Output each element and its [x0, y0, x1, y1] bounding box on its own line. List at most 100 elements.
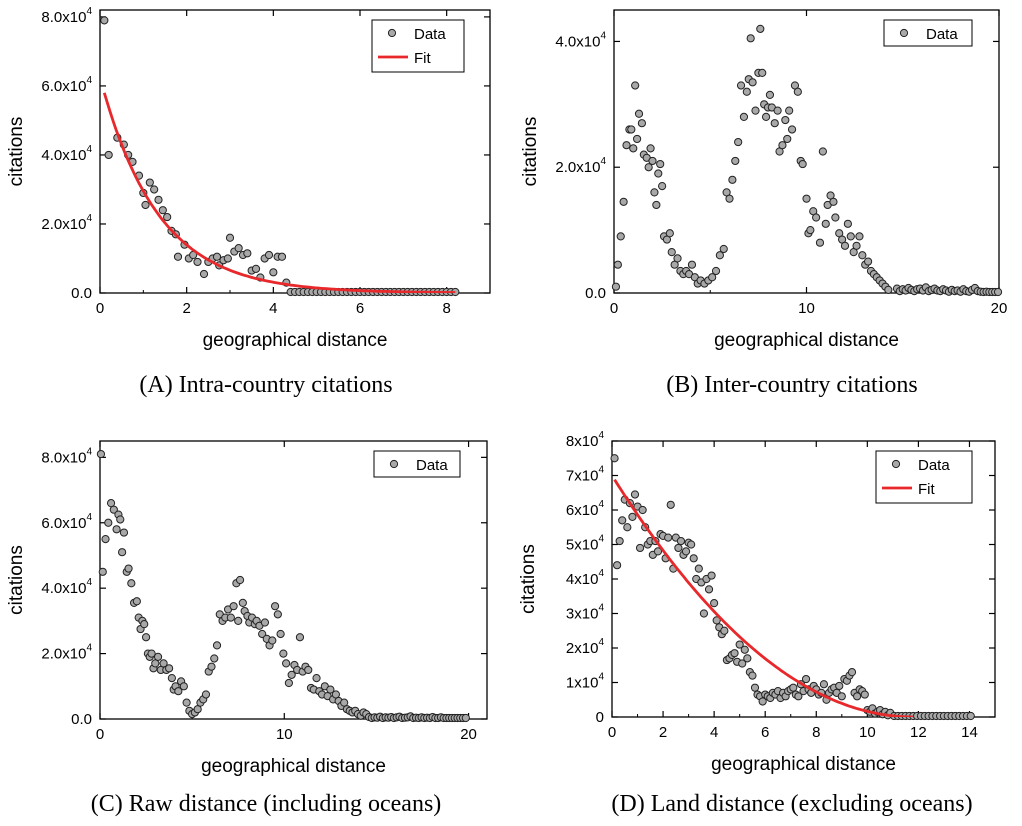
y-tick-exponent: 4 — [86, 577, 92, 588]
data-point — [694, 564, 703, 573]
data-point — [260, 618, 270, 627]
data-point — [704, 585, 714, 594]
x-tick-label: 10 — [859, 724, 876, 741]
data-point — [258, 629, 267, 639]
data-point — [634, 109, 644, 118]
data-point — [295, 633, 305, 642]
y-tick-mantissa: 4.0x10 — [41, 580, 86, 597]
data-point — [212, 252, 222, 261]
data-point — [821, 219, 830, 228]
caption-b: (B) Inter-country citations — [666, 372, 917, 398]
y-axis-title: citations — [6, 545, 27, 615]
y-axis-title: citations — [6, 117, 27, 187]
data-point — [635, 543, 645, 553]
data-point — [101, 535, 110, 544]
data-point — [201, 690, 211, 699]
data-point — [207, 662, 216, 671]
y-tick-mantissa: 5x10 — [566, 537, 599, 554]
y-tick-mantissa: 8.0x10 — [41, 449, 86, 466]
x-tick-label: 8 — [812, 724, 820, 741]
y-tick-mantissa: 2.0x10 — [555, 159, 600, 176]
y-tick-exponent: 4 — [598, 465, 604, 476]
legend-box — [883, 19, 973, 47]
data-point — [673, 254, 682, 263]
data-point — [611, 282, 621, 291]
x-axis-title: geographical distance — [714, 330, 899, 351]
y-tick-label: 0.0 — [71, 285, 92, 302]
data-point — [619, 197, 628, 206]
y-tick-mantissa: 6x10 — [566, 502, 599, 519]
data-point — [687, 540, 696, 549]
x-tick-label: 0 — [610, 300, 618, 317]
y-tick-label: 0 — [596, 709, 604, 726]
legend-marker — [387, 28, 397, 38]
data-point — [743, 654, 752, 663]
data-point — [270, 602, 280, 611]
legend-box — [875, 450, 973, 504]
y-tick-mantissa: 2.0x10 — [41, 216, 86, 233]
data-point — [837, 692, 846, 701]
data-point — [666, 500, 675, 509]
y-tick-mantissa: 6.0x10 — [41, 78, 86, 95]
data-point — [234, 616, 243, 625]
y-tick-mantissa: 0.0 — [71, 711, 92, 728]
data-point — [631, 81, 640, 90]
data-point — [225, 233, 235, 242]
x-tick-label: 2 — [659, 724, 667, 741]
data-point — [100, 16, 109, 25]
data-point — [616, 232, 625, 241]
data-point — [264, 250, 274, 260]
data-point — [884, 285, 893, 294]
data-point — [238, 598, 247, 607]
y-tick-exponent: 4 — [86, 144, 92, 155]
data-point — [770, 119, 779, 128]
data-point — [276, 629, 285, 639]
data-point — [794, 692, 803, 701]
y-tick-label: 6.0x104 — [41, 512, 92, 532]
data-point — [711, 266, 721, 276]
data-point — [847, 668, 857, 677]
data-point — [461, 713, 470, 723]
y-tick-label: 2x104 — [566, 637, 605, 657]
y-tick-mantissa: 0.0 — [71, 285, 92, 302]
data-point — [646, 144, 655, 153]
y-tick-exponent: 4 — [598, 637, 604, 648]
legend-marker — [899, 28, 909, 38]
legend-marker — [891, 459, 901, 469]
data-point — [689, 554, 698, 563]
x-tick-label: 4 — [269, 300, 277, 317]
legend-marker — [389, 459, 399, 469]
data-point — [226, 613, 235, 622]
data-point — [165, 664, 174, 673]
data-point — [234, 244, 243, 253]
data-point — [273, 610, 282, 619]
data-point — [742, 87, 751, 96]
y-axis-title: citations — [518, 544, 539, 614]
data-point — [637, 119, 647, 128]
data-point — [748, 78, 757, 87]
x-tick-label: 6 — [356, 300, 364, 317]
data-point — [119, 528, 129, 537]
data-point — [765, 90, 775, 100]
data-point — [751, 106, 760, 115]
data-point — [158, 206, 167, 215]
y-axis-title: citations — [520, 117, 541, 187]
data-point — [687, 260, 697, 269]
data-point — [268, 636, 277, 645]
data-point — [284, 678, 293, 688]
y-tick-label: 2.0x104 — [555, 156, 606, 176]
data-point — [725, 194, 734, 203]
y-tick-mantissa: 0 — [596, 709, 604, 726]
y-tick-mantissa: 8x10 — [566, 433, 599, 450]
data-point — [282, 659, 291, 668]
y-tick-label: 4.0x104 — [555, 30, 606, 50]
data-point — [789, 683, 798, 692]
legend-label: Data — [414, 26, 446, 43]
data-point — [735, 640, 744, 649]
data-point — [644, 163, 653, 172]
x-axis-title: geographical distance — [201, 756, 386, 777]
y-tick-mantissa: 1x10 — [566, 675, 599, 692]
data-point — [787, 125, 797, 134]
data-point — [312, 674, 321, 683]
data-point — [153, 652, 163, 661]
